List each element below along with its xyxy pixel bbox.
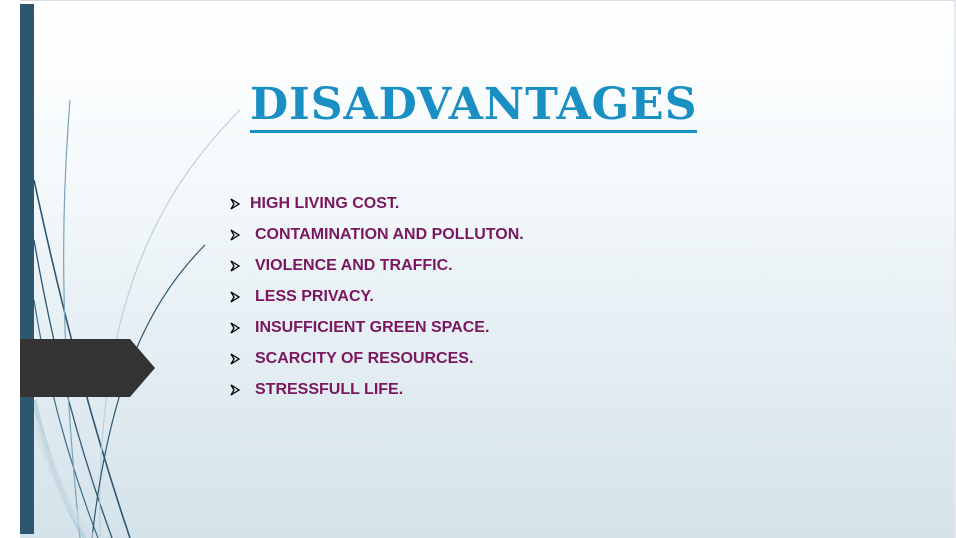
bullet-text: STRESSFULL LIFE.	[255, 380, 404, 398]
arrow-bullet-icon	[230, 383, 241, 396]
bullet-item: VIOLENCE AND TRAFFIC.	[228, 250, 524, 281]
arrow-bullet-icon	[230, 321, 241, 334]
arrow-bullet-icon	[230, 290, 241, 303]
bullet-text: VIOLENCE AND TRAFFIC.	[255, 256, 453, 274]
bullet-text: LESS PRIVACY.	[255, 287, 374, 305]
bullet-item: LESS PRIVACY.	[228, 281, 524, 312]
arrow-bullet-icon	[230, 228, 241, 241]
bullet-list: HIGH LIVING COST. CONTAMINATION AND POLL…	[228, 188, 524, 405]
window-top-border	[0, 0, 956, 1]
bullet-item: INSUFFICIENT GREEN SPACE.	[228, 312, 524, 343]
bullet-text: INSUFFICIENT GREEN SPACE.	[255, 318, 490, 336]
window-right-border	[954, 0, 956, 538]
bullet-item: CONTAMINATION AND POLLUTON.	[228, 219, 524, 250]
bullet-text: HIGH LIVING COST.	[250, 194, 400, 212]
left-accent-bar	[20, 4, 34, 534]
arrow-tab-shape	[20, 339, 155, 397]
arrow-bullet-icon	[230, 352, 241, 365]
window-left-margin	[0, 0, 20, 538]
bullet-item: SCARCITY OF RESOURCES.	[228, 343, 524, 374]
arrow-bullet-icon	[230, 197, 241, 210]
bullet-text: SCARCITY OF RESOURCES.	[255, 349, 474, 367]
slide-title: DISADVANTAGES	[250, 82, 698, 133]
bullet-item: STRESSFULL LIFE.	[228, 374, 524, 405]
bullet-text: CONTAMINATION AND POLLUTON.	[255, 225, 524, 243]
bullet-item: HIGH LIVING COST.	[228, 188, 524, 219]
arrow-bullet-icon	[230, 259, 241, 272]
